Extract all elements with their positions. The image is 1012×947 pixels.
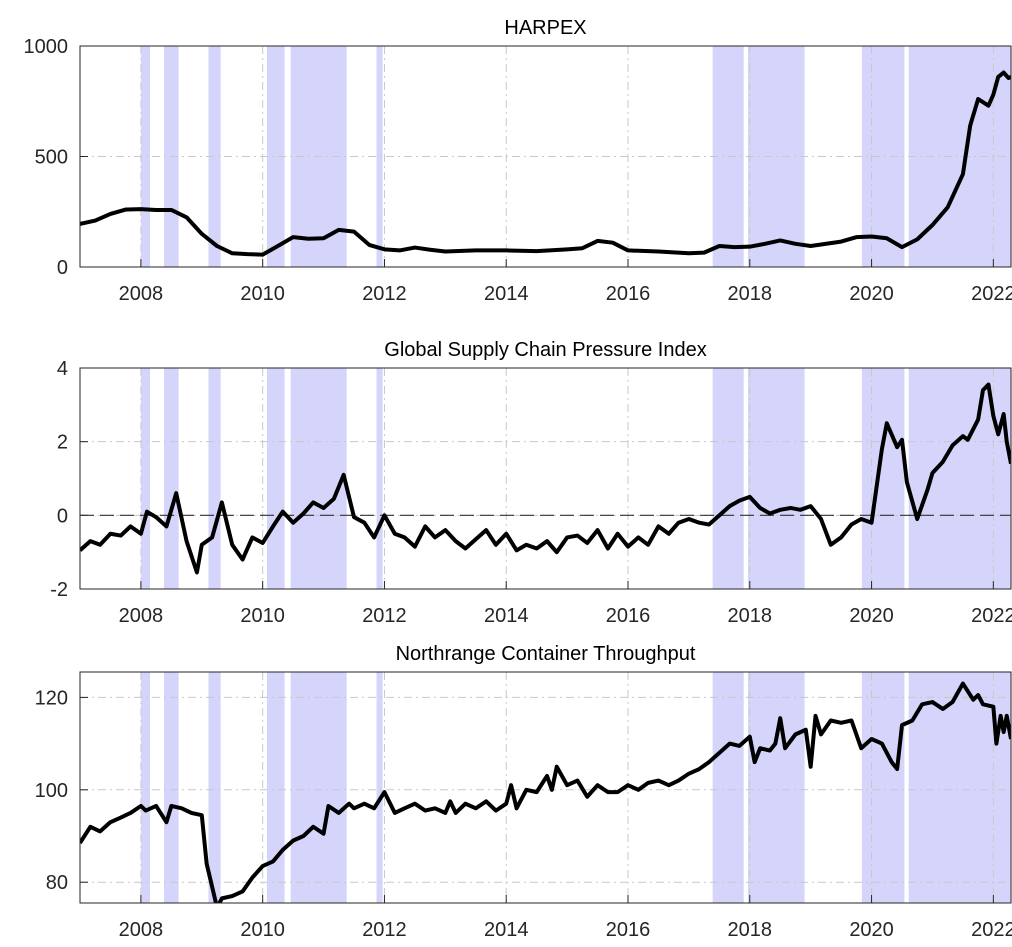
axes-box (79, 45, 1012, 268)
shaded-period (861, 672, 905, 903)
shaded-period (376, 672, 383, 903)
y-tick-label: 4 (57, 358, 68, 380)
y-tick-label: 0 (57, 257, 68, 279)
shaded-period (908, 672, 1011, 903)
panel: 2008 2010 2012 2014 2016 2018 2020 2022 80 100 120… (35, 643, 1012, 941)
y-tick-label: 1000 (24, 36, 69, 58)
x-tick-label: 2022 (971, 283, 1012, 305)
panel: 2008 2010 2012 2014 2016 2018 2020 2022 -2 0 2 4 Glo… (50, 339, 1012, 627)
shaded-period (908, 368, 1011, 589)
chart-title: Northrange Container Throughput (396, 643, 696, 665)
x-tick-label: 2012 (362, 283, 407, 305)
x-tick-label: 2022 (971, 919, 1012, 941)
shaded-period (208, 46, 221, 267)
shaded-period (266, 46, 285, 267)
x-tick-label: 2008 (119, 605, 164, 627)
axes-box (79, 671, 1012, 904)
shaded-period (164, 368, 179, 589)
x-tick-label: 2014 (484, 919, 529, 941)
chart-title: Global Supply Chain Pressure Index (384, 339, 706, 361)
x-tick-label: 2018 (728, 283, 773, 305)
shaded-period (140, 46, 151, 267)
shaded-period (208, 368, 221, 589)
shaded-period (266, 368, 285, 589)
shaded-period (290, 672, 347, 903)
y-tick-label: 500 (35, 147, 68, 169)
chart-title: HARPEX (504, 17, 586, 39)
x-tick-label: 2018 (728, 919, 773, 941)
shaded-period (861, 368, 905, 589)
x-tick-label: 2008 (119, 283, 164, 305)
x-tick-label: 2022 (971, 605, 1012, 627)
x-tick-label: 2020 (849, 919, 894, 941)
shaded-period (290, 368, 347, 589)
x-tick-label: 2010 (240, 283, 285, 305)
shaded-period (376, 46, 383, 267)
shaded-period (712, 368, 744, 589)
x-tick-label: 2020 (849, 283, 894, 305)
data-line (80, 681, 1011, 903)
y-tick-label: 0 (57, 505, 68, 527)
x-tick-label: 2014 (484, 283, 529, 305)
shaded-period (376, 368, 383, 589)
y-tick-label: 80 (46, 872, 68, 894)
x-tick-label: 2016 (606, 605, 651, 627)
shaded-period (747, 368, 805, 589)
x-tick-label: 2010 (240, 919, 285, 941)
x-tick-label: 2016 (606, 919, 651, 941)
shaded-period (712, 672, 744, 903)
x-tick-label: 2010 (240, 605, 285, 627)
data-line (80, 382, 1011, 575)
panel: 2008 2010 2012 2014 2016 2018 2020 2022 0 500 1000… (24, 17, 1012, 305)
x-tick-label: 2012 (362, 919, 407, 941)
shaded-period (140, 672, 151, 903)
shaded-period (164, 672, 179, 903)
axes-box (79, 367, 1012, 590)
y-tick-label: 2 (57, 432, 68, 454)
y-tick-label: -2 (50, 579, 68, 601)
x-tick-label: 2008 (119, 919, 164, 941)
shaded-period (140, 368, 151, 589)
shaded-period (208, 672, 221, 903)
shaded-period (861, 46, 905, 267)
y-tick-label: 100 (35, 780, 68, 802)
x-tick-label: 2012 (362, 605, 407, 627)
x-tick-label: 2020 (849, 605, 894, 627)
y-tick-label: 120 (35, 687, 68, 709)
x-tick-label: 2016 (606, 283, 651, 305)
x-tick-label: 2018 (728, 605, 773, 627)
data-line (80, 70, 1011, 257)
x-tick-label: 2014 (484, 605, 529, 627)
shaded-period (266, 672, 285, 903)
shaded-period (747, 672, 805, 903)
